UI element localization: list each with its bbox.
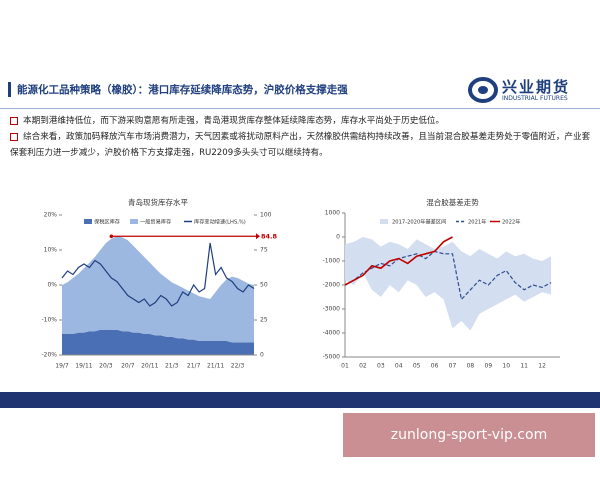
y2-tick-label: 50 bbox=[260, 282, 268, 289]
y-tick-label: 20% bbox=[44, 212, 58, 219]
header-rule bbox=[0, 108, 600, 109]
line bbox=[61, 242, 255, 307]
reference-label: 84.8 bbox=[261, 232, 278, 240]
legend-swatch bbox=[130, 219, 138, 224]
x-tick-label: 19/11 bbox=[75, 363, 92, 370]
x-tick-label: 21/7 bbox=[187, 363, 201, 370]
y-tick-label: -3000 bbox=[323, 306, 341, 313]
footer-band bbox=[0, 392, 600, 408]
bullet-text: 综合来看，政策加码释放汽车市场消费潜力，天气因素或将扰动原料产出，天然橡胶供需结… bbox=[10, 132, 591, 158]
y-tick-label: -2000 bbox=[323, 282, 341, 289]
y2-tick-label: 100 bbox=[260, 212, 272, 219]
x-tick-label: 21/11 bbox=[207, 363, 224, 370]
legend-label: 2021年 bbox=[468, 218, 486, 226]
x-tick-label: 21/3 bbox=[165, 363, 179, 370]
y-tick-label: 10% bbox=[44, 247, 58, 254]
line bbox=[344, 236, 453, 286]
legend-label: 一般贸易库存 bbox=[140, 218, 171, 226]
reference-dot bbox=[109, 234, 114, 239]
watermark: zunlong-sport-vip.com bbox=[343, 413, 595, 457]
legend-label: 2022年 bbox=[502, 218, 520, 226]
x-tick-label: 01 bbox=[341, 363, 349, 370]
x-tick-label: 19/7 bbox=[55, 363, 69, 370]
x-tick-label: 05 bbox=[413, 363, 421, 370]
x-tick-label: 06 bbox=[431, 363, 439, 370]
y-tick-label: -1000 bbox=[323, 258, 341, 265]
x-tick-label: 22/3 bbox=[231, 363, 245, 370]
legend-swatch bbox=[84, 219, 92, 224]
line bbox=[344, 250, 552, 301]
x-tick-label: 20/11 bbox=[141, 363, 158, 370]
logo: 兴业期货 INDUSTRIAL FUTURES bbox=[468, 76, 593, 104]
x-tick-label: 03 bbox=[377, 363, 385, 370]
x-tick-label: 02 bbox=[359, 363, 367, 370]
y-tick-label: -5000 bbox=[323, 354, 341, 361]
x-tick-label: 09 bbox=[485, 363, 493, 370]
y-tick-label: -20% bbox=[41, 352, 57, 359]
x-tick-label: 20/3 bbox=[99, 363, 113, 370]
bullet-text: 本期到港维持低位，而下游采购意愿有所走强，青岛港现货库存整体延续降库态势，库存水… bbox=[23, 116, 445, 126]
x-tick-label: 20/7 bbox=[121, 363, 135, 370]
stacked-area bbox=[62, 236, 254, 343]
y-tick-label: -4000 bbox=[323, 330, 341, 337]
bullet: 本期到港维持低位，而下游采购意愿有所走强，青岛港现货库存整体延续降库态势，库存水… bbox=[10, 113, 592, 129]
header-title: 能源化工品种策略（橡胶）：港口库存延续降库态势，沪胶价格支撑走强 bbox=[8, 82, 348, 97]
legend-swatch bbox=[380, 219, 388, 224]
stacked-area bbox=[62, 329, 254, 355]
y2-tick-label: 75 bbox=[260, 247, 268, 254]
y-tick-label: -10% bbox=[41, 317, 57, 324]
range-band bbox=[345, 237, 552, 331]
y-tick-label: 1000 bbox=[325, 210, 340, 217]
legend-label: 保税区库存 bbox=[94, 218, 120, 226]
logo-cn: 兴业期货 bbox=[502, 78, 571, 96]
logo-en: INDUSTRIAL FUTURES bbox=[502, 95, 568, 102]
x-tick-label: 11 bbox=[520, 363, 528, 370]
y2-tick-label: 25 bbox=[260, 317, 268, 324]
chart-title: 青岛现货库存水平 bbox=[128, 197, 188, 207]
bullet: 综合来看，政策加码释放汽车市场消费潜力，天气因素或将扰动原料产出，天然橡胶供需结… bbox=[10, 129, 592, 161]
x-tick-label: 08 bbox=[467, 363, 475, 370]
y-tick-label: 0 bbox=[336, 234, 340, 241]
legend-label: 库存变动增速(LHS,%) bbox=[194, 218, 246, 226]
x-tick-label: 04 bbox=[395, 363, 403, 370]
x-tick-label: 07 bbox=[449, 363, 457, 370]
x-tick-label: 12 bbox=[538, 363, 546, 370]
y-tick-label: 0% bbox=[47, 282, 57, 289]
logo-icon bbox=[468, 77, 498, 103]
x-tick-label: 10 bbox=[502, 363, 510, 370]
chart-title: 混合胶基差走势 bbox=[426, 197, 479, 207]
y2-tick-label: 0 bbox=[260, 352, 264, 359]
reference-arrow bbox=[256, 233, 260, 240]
legend-label: 2017-2020年基差区间 bbox=[392, 218, 446, 226]
